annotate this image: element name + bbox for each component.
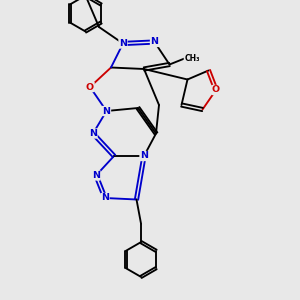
Text: N: N	[101, 194, 109, 202]
Text: N: N	[92, 171, 100, 180]
Text: N: N	[89, 129, 97, 138]
Text: N: N	[151, 38, 158, 46]
Text: N: N	[103, 106, 110, 116]
Text: CH₃: CH₃	[184, 54, 200, 63]
Text: O: O	[212, 85, 220, 94]
Text: N: N	[140, 152, 148, 160]
Text: N: N	[119, 39, 127, 48]
Text: O: O	[86, 82, 94, 91]
